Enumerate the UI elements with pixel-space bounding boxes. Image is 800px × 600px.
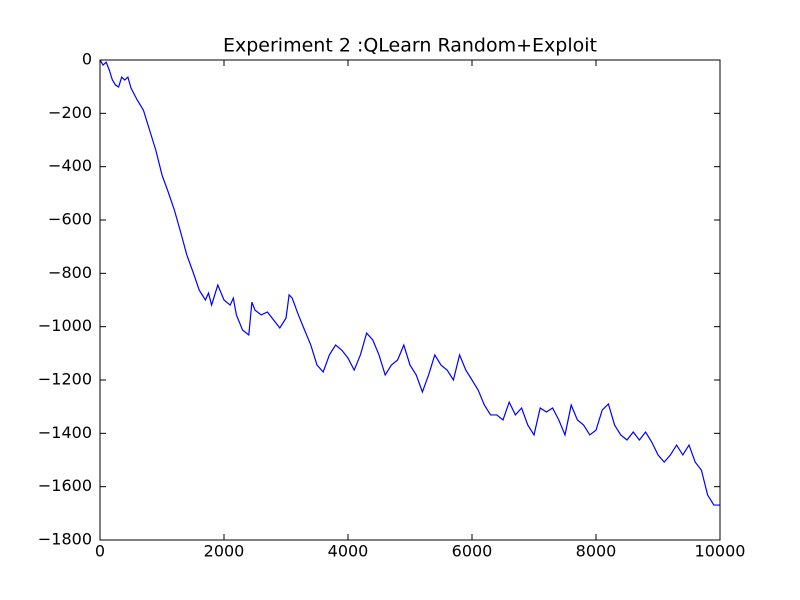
y-tick-label: −1000 [38, 316, 92, 335]
x-tick-label: 0 [95, 542, 105, 561]
chart-title: Experiment 2 :QLearn Random+Exploit [223, 35, 597, 57]
y-tick-label: −1800 [38, 530, 92, 549]
y-tick-label: −600 [48, 210, 92, 229]
y-tick-label: −200 [48, 103, 92, 122]
y-tick-label: −800 [48, 263, 92, 282]
x-tick-label: 4000 [328, 542, 369, 561]
y-tick-label: 0 [82, 50, 92, 69]
x-tick-label: 10000 [695, 542, 746, 561]
plot-frame [99, 59, 721, 541]
x-tick-label: 2000 [204, 542, 245, 561]
y-tick-label: −1600 [38, 476, 92, 495]
y-tick-label: −1400 [38, 423, 92, 442]
x-tick-label: 8000 [576, 542, 617, 561]
y-tick-label: −1200 [38, 370, 92, 389]
line-series [99, 59, 720, 506]
y-tick-label: −400 [48, 156, 92, 175]
x-tick-label: 6000 [452, 542, 493, 561]
